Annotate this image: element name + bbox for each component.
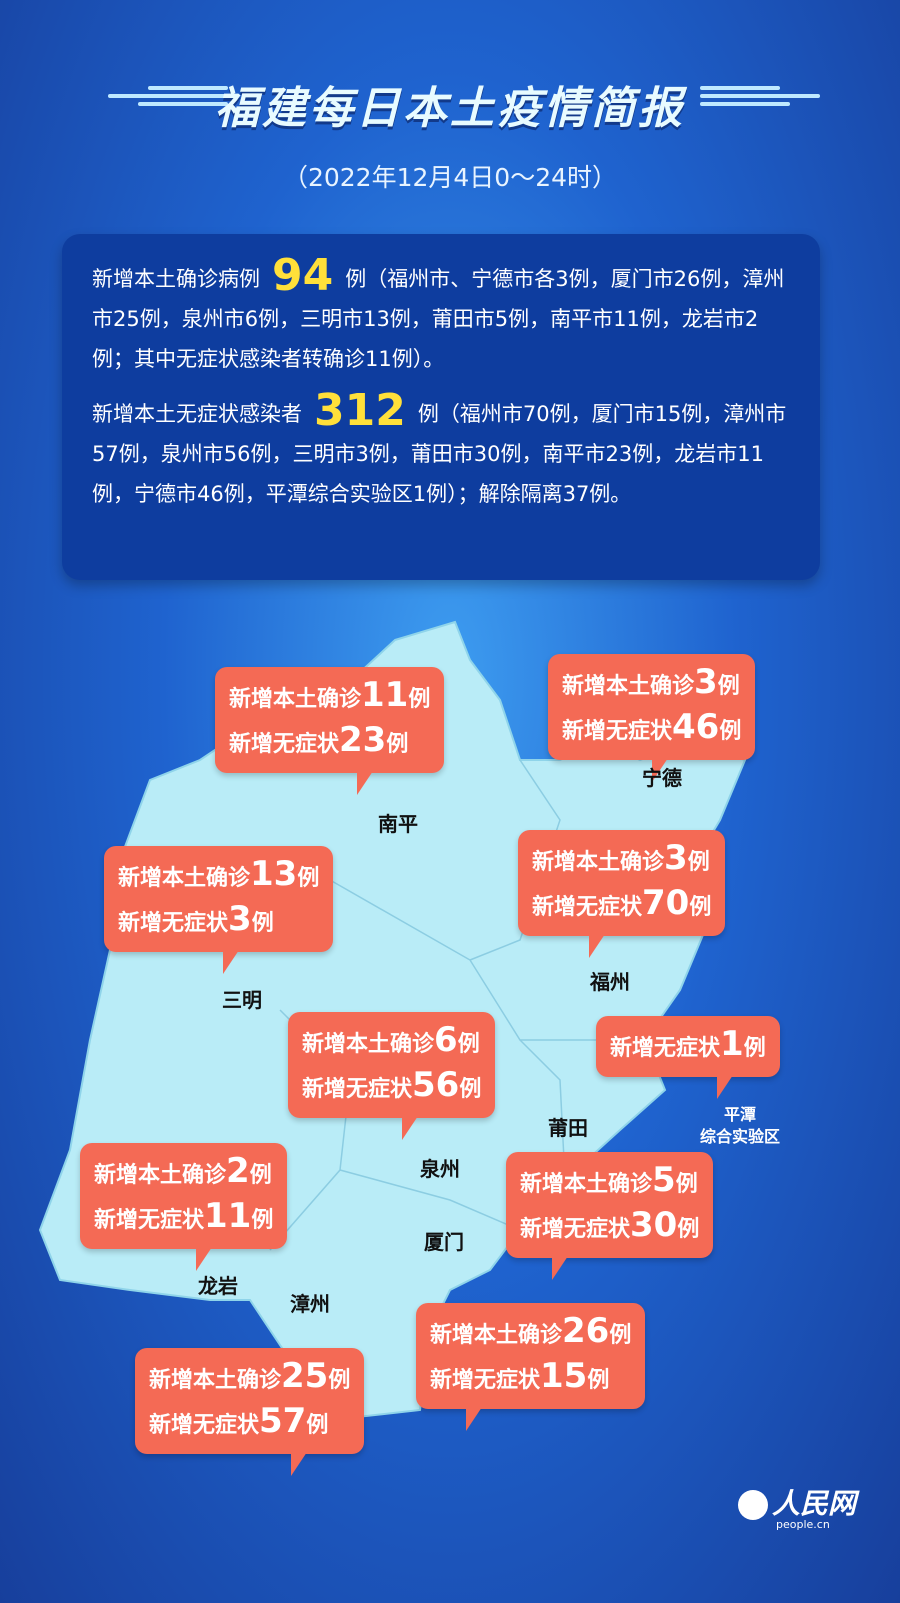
confirmed-line: 新增本土确诊3例	[532, 838, 710, 878]
asym-line: 新增无症状30例	[520, 1205, 700, 1245]
title-decoration-right	[700, 82, 820, 112]
city-label: 三明	[222, 988, 262, 1012]
asym-line: 新增无症状70例	[532, 883, 712, 923]
asym-line: 新增无症状15例	[430, 1356, 610, 1396]
region-callout: 新增本土确诊3例 新增无症状70例	[518, 830, 726, 958]
region-callout: 新增无症状1例	[596, 1016, 780, 1099]
confirmed-line: 新增本土确诊26例	[430, 1311, 632, 1351]
region-callout: 新增本土确诊25例 新增无症状57例	[135, 1348, 365, 1476]
region-callout: 新增本土确诊6例 新增无症状56例	[288, 1012, 496, 1140]
asym-total: 312	[314, 385, 406, 436]
title-decoration-left	[108, 82, 228, 112]
region-callout: 新增本土确诊2例 新增无症状11例	[80, 1143, 288, 1271]
city-label: 厦门	[424, 1230, 464, 1254]
city-label: 泉州	[420, 1157, 460, 1181]
asym-detail: 例（福州市70例，厦门市15例，漳州市57例，泉州市56例，三明市3例，莆田市3…	[92, 402, 787, 506]
report-date: （2022年12月4日0～24时）	[282, 163, 618, 192]
confirmed-line: 新增本土确诊11例	[229, 675, 431, 715]
confirmed-summary: 新增本土确诊病例 94 例（福州市、宁德市各3例，厦门市26例，漳州市25例，泉州市…	[92, 254, 790, 379]
page-title: 福建每日本土疫情简报	[215, 83, 685, 134]
asym-line: 新增无症状46例	[562, 707, 742, 747]
confirmed-detail: 例（福州市、宁德市各3例，厦门市26例，漳州市25例，泉州市6例，三明市13例，…	[92, 267, 785, 371]
region-callout: 新增本土确诊26例 新增无症状15例	[416, 1303, 646, 1431]
confirmed-line: 新增本土确诊25例	[149, 1356, 351, 1396]
logo-url: people.cn	[776, 1518, 830, 1531]
city-label: 平潭 综合实验区	[700, 1105, 781, 1146]
summary-panel: 新增本土确诊病例 94 例（福州市、宁德市各3例，厦门市26例，漳州市25例，泉州市…	[62, 234, 820, 580]
confirmed-label: 新增本土确诊病例	[92, 267, 260, 291]
asym-line: 新增无症状57例	[149, 1401, 329, 1441]
asym-summary: 新增本土无症状感染者 312 例（福州市70例，厦门市15例，漳州市57例，泉州市5…	[92, 389, 790, 514]
confirmed-line: 新增本土确诊5例	[520, 1160, 698, 1200]
city-label: 福州	[590, 970, 630, 994]
asym-line: 新增无症状11例	[94, 1196, 274, 1236]
asym-label: 新增本土无症状感染者	[92, 402, 302, 426]
confirmed-line: 新增本土确诊2例	[94, 1151, 272, 1191]
city-label: 莆田	[548, 1116, 588, 1140]
confirmed-total: 94	[272, 250, 334, 301]
confirmed-line: 新增本土确诊3例	[562, 662, 740, 702]
confirmed-line: 新增本土确诊6例	[302, 1020, 480, 1060]
city-label: 漳州	[290, 1292, 330, 1316]
city-label: 宁德	[642, 766, 682, 790]
region-callout: 新增本土确诊13例 新增无症状3例	[104, 846, 334, 974]
asym-line: 新增无症状56例	[302, 1065, 482, 1105]
city-label: 南平	[378, 812, 418, 836]
asym-line: 新增无症状3例	[118, 899, 274, 939]
asym-line: 新增无症状23例	[229, 720, 409, 760]
asym-line: 新增无症状1例	[610, 1024, 766, 1064]
city-label: 龙岩	[198, 1274, 238, 1298]
region-callout: 新增本土确诊5例 新增无症状30例	[506, 1152, 714, 1280]
people-cn-logo: 人民网 people.cn	[738, 1482, 856, 1531]
region-callout: 新增本土确诊3例 新增无症状46例	[548, 654, 756, 782]
region-callout: 新增本土确诊11例 新增无症状23例	[215, 667, 445, 795]
confirmed-line: 新增本土确诊13例	[118, 854, 320, 894]
